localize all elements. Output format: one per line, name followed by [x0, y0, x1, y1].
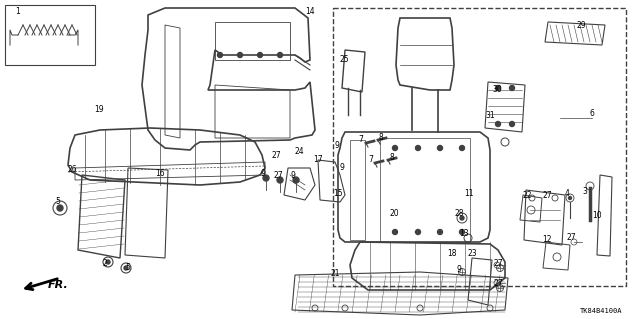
Circle shape	[392, 229, 397, 234]
Circle shape	[568, 197, 572, 199]
Text: 28: 28	[454, 209, 464, 218]
Text: 27: 27	[493, 278, 503, 287]
Text: 1: 1	[15, 6, 20, 16]
Text: 9: 9	[291, 172, 296, 181]
Text: 27: 27	[566, 234, 576, 242]
Text: 19: 19	[94, 105, 104, 114]
Text: 7: 7	[358, 136, 364, 145]
Text: 12: 12	[542, 235, 552, 244]
Circle shape	[57, 205, 63, 211]
Circle shape	[509, 85, 515, 91]
Circle shape	[438, 229, 442, 234]
Text: 4: 4	[564, 189, 570, 197]
Circle shape	[263, 175, 269, 181]
Circle shape	[415, 229, 420, 234]
Text: 10: 10	[592, 211, 602, 220]
Text: 30: 30	[492, 85, 502, 94]
Text: 29: 29	[576, 21, 586, 31]
Text: 16: 16	[155, 169, 165, 179]
Circle shape	[495, 85, 500, 91]
Circle shape	[106, 260, 110, 264]
Text: 17: 17	[313, 155, 323, 165]
Text: 20: 20	[389, 209, 399, 218]
Text: 27: 27	[273, 172, 283, 181]
Text: 27: 27	[271, 152, 281, 160]
Circle shape	[460, 216, 464, 220]
Text: 27: 27	[542, 191, 552, 201]
Text: 3: 3	[582, 187, 588, 196]
Text: 13: 13	[459, 228, 469, 238]
Circle shape	[460, 229, 465, 234]
Text: 21: 21	[330, 269, 340, 278]
Text: 6: 6	[589, 108, 595, 117]
Text: 9: 9	[260, 168, 266, 177]
Bar	[333, 8, 626, 286]
Text: 9: 9	[340, 164, 344, 173]
Circle shape	[277, 177, 283, 183]
Text: FR.: FR.	[48, 280, 68, 290]
Text: TK84B4100A: TK84B4100A	[579, 308, 622, 314]
Text: 27: 27	[493, 258, 503, 268]
Text: 5: 5	[56, 197, 60, 206]
Text: 8: 8	[390, 153, 394, 162]
Text: 23: 23	[467, 249, 477, 257]
Circle shape	[237, 53, 243, 57]
Circle shape	[509, 122, 515, 127]
Text: 2: 2	[102, 258, 108, 268]
Text: 26: 26	[67, 165, 77, 174]
Text: 31: 31	[485, 112, 495, 121]
Text: 9: 9	[335, 142, 339, 151]
Text: 22: 22	[522, 191, 532, 201]
Circle shape	[415, 145, 420, 151]
Circle shape	[438, 145, 442, 151]
Text: 24: 24	[294, 147, 304, 157]
Text: 5: 5	[125, 263, 131, 272]
Circle shape	[278, 53, 282, 57]
Text: 8: 8	[379, 133, 383, 143]
Circle shape	[460, 145, 465, 151]
Circle shape	[218, 53, 223, 57]
Circle shape	[495, 122, 500, 127]
Circle shape	[293, 177, 299, 183]
Text: 18: 18	[447, 249, 457, 257]
Text: 9: 9	[456, 264, 461, 273]
Circle shape	[257, 53, 262, 57]
Circle shape	[392, 145, 397, 151]
Text: 7: 7	[369, 155, 373, 165]
Text: 15: 15	[333, 189, 343, 197]
Circle shape	[124, 266, 128, 270]
Text: 11: 11	[464, 189, 474, 197]
Text: 14: 14	[305, 6, 315, 16]
Text: 25: 25	[339, 56, 349, 64]
